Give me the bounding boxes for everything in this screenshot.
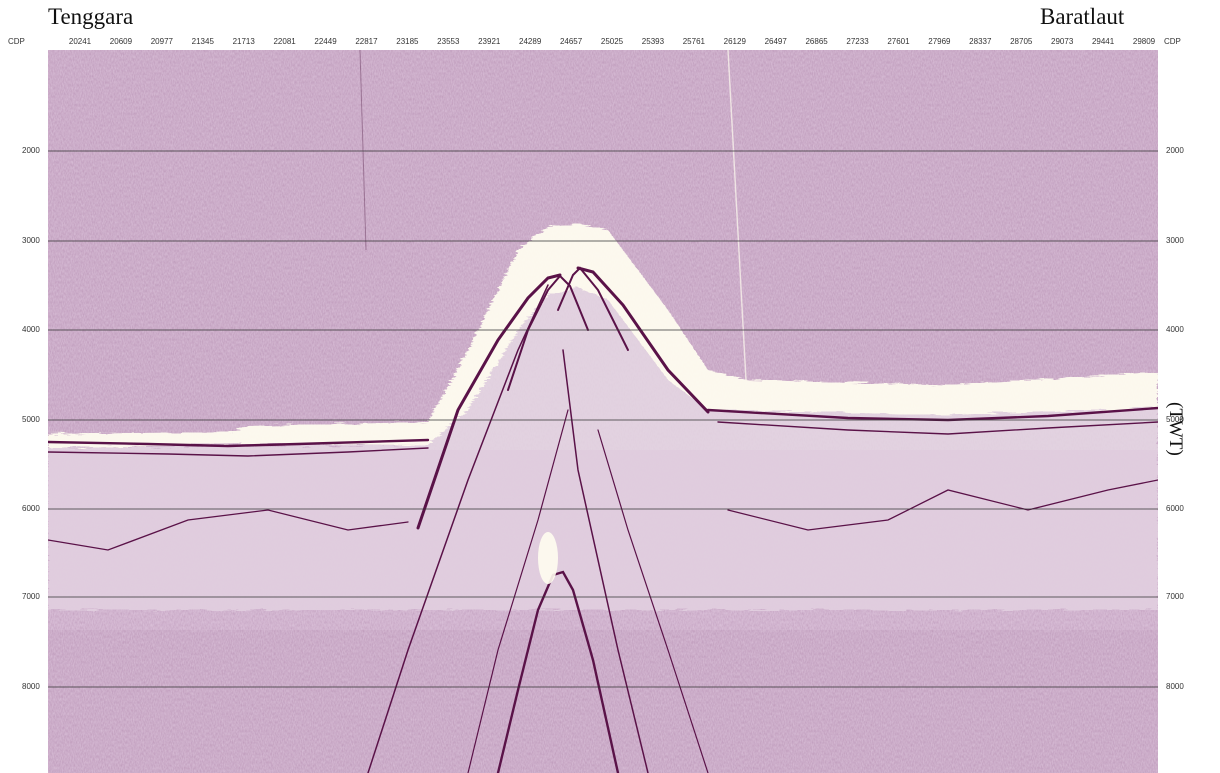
twt-tick-label-left: 8000	[22, 682, 40, 691]
cdp-tick-label: 21713	[232, 37, 255, 46]
cdp-tick-label: 20241	[68, 37, 92, 46]
seamount-peak-left	[507, 274, 589, 391]
diffraction-hyperbola-1	[367, 284, 549, 773]
cdp-tick-label: 25761	[682, 37, 705, 46]
twt-tick-label-right: 8000	[1166, 682, 1184, 691]
seamount-peak-right	[557, 266, 629, 351]
cdp-tick-label: 26129	[723, 37, 746, 46]
cdp-tick-label: 27233	[846, 37, 869, 46]
twt-tick-label-left: 7000	[22, 592, 40, 601]
twt-axis-label: (TWT)	[1165, 402, 1186, 456]
cdp-tick-label: 28705	[1010, 37, 1033, 46]
twt-tick-label-right: 3000	[1166, 236, 1184, 245]
cdp-tick-label: 22449	[314, 37, 337, 46]
twt-tick-label-right: 4000	[1166, 325, 1184, 334]
cdp-tick-label: 24657	[559, 37, 583, 46]
cdp-tick-label: 29441	[1091, 37, 1115, 46]
twt-tick-label-right: 7000	[1166, 592, 1184, 601]
twt-tick-label-left: 6000	[22, 504, 40, 513]
basement-reflector-right	[727, 479, 1158, 531]
twt-tick-label-left: 4000	[22, 325, 40, 334]
diffraction-hyperbola-4	[597, 429, 709, 773]
cdp-tick-label: 26497	[764, 37, 787, 46]
diffraction-hyperbola-2	[562, 349, 649, 773]
cdp-tick-label: 27601	[887, 37, 910, 46]
cdp-tick-label: 20609	[109, 37, 133, 46]
seafloor-reflector-left-2	[48, 447, 429, 457]
cdp-tick-label: 23185	[396, 37, 419, 46]
twt-tick-label-right: 6000	[1166, 504, 1184, 513]
cdp-tick-label: 21345	[191, 37, 214, 46]
cdp-tick-label: 29809	[1132, 37, 1156, 46]
direction-label-southeast: Tenggara	[48, 4, 134, 29]
cdp-tick-label: 28337	[969, 37, 992, 46]
water-layer-band	[48, 224, 1158, 448]
deep-white-smear	[538, 532, 558, 584]
cdp-tick-label: 24289	[519, 37, 542, 46]
cdp-tick-label: 25393	[641, 37, 665, 46]
twt-tick-label-left: 3000	[22, 236, 40, 245]
deep-arch	[496, 570, 620, 773]
twt-tick-label-left: 5000	[22, 415, 40, 424]
seismic-section-image	[48, 50, 1158, 773]
seafloor-reflector-left	[48, 438, 430, 448]
cdp-axis-label-right: CDP	[1164, 37, 1181, 46]
seamount-flank-left	[416, 273, 562, 530]
basement-reflector-left	[48, 509, 409, 551]
cdp-tick-label: 22817	[355, 37, 378, 46]
reflector-group	[48, 266, 1158, 773]
cdp-tick-label: 26865	[805, 37, 828, 46]
seafloor-reflector-right-2	[717, 421, 1158, 435]
cdp-tick-label: 25025	[600, 37, 624, 46]
twt-tick-label-right: 2000	[1166, 146, 1184, 155]
cdp-tick-label: 20977	[150, 37, 173, 46]
vertical-streak-left	[359, 50, 367, 251]
diffraction-hyperbola-3	[467, 409, 569, 773]
cdp-tick-label: 22081	[273, 37, 296, 46]
cdp-axis-label-left: CDP	[8, 37, 25, 46]
twt-gridlines	[48, 150, 1158, 688]
sediment-noise	[48, 450, 1158, 630]
seamount-flank-right	[576, 266, 710, 414]
twt-tick-label-right: 5000	[1166, 415, 1184, 424]
cdp-tick-label: 27969	[928, 37, 951, 46]
cdp-tick-row: 20241 20609 20977 21345 21713 22081 22449 22817…	[0, 37, 1220, 51]
cdp-tick-label: 23921	[478, 37, 501, 46]
direction-label-northwest: Baratlaut	[1040, 4, 1125, 29]
cdp-tick-label: 23553	[437, 37, 460, 46]
cdp-tick-label: 29073	[1051, 37, 1074, 46]
twt-tick-label-left: 2000	[22, 146, 40, 155]
vertical-streak-right	[727, 50, 747, 381]
